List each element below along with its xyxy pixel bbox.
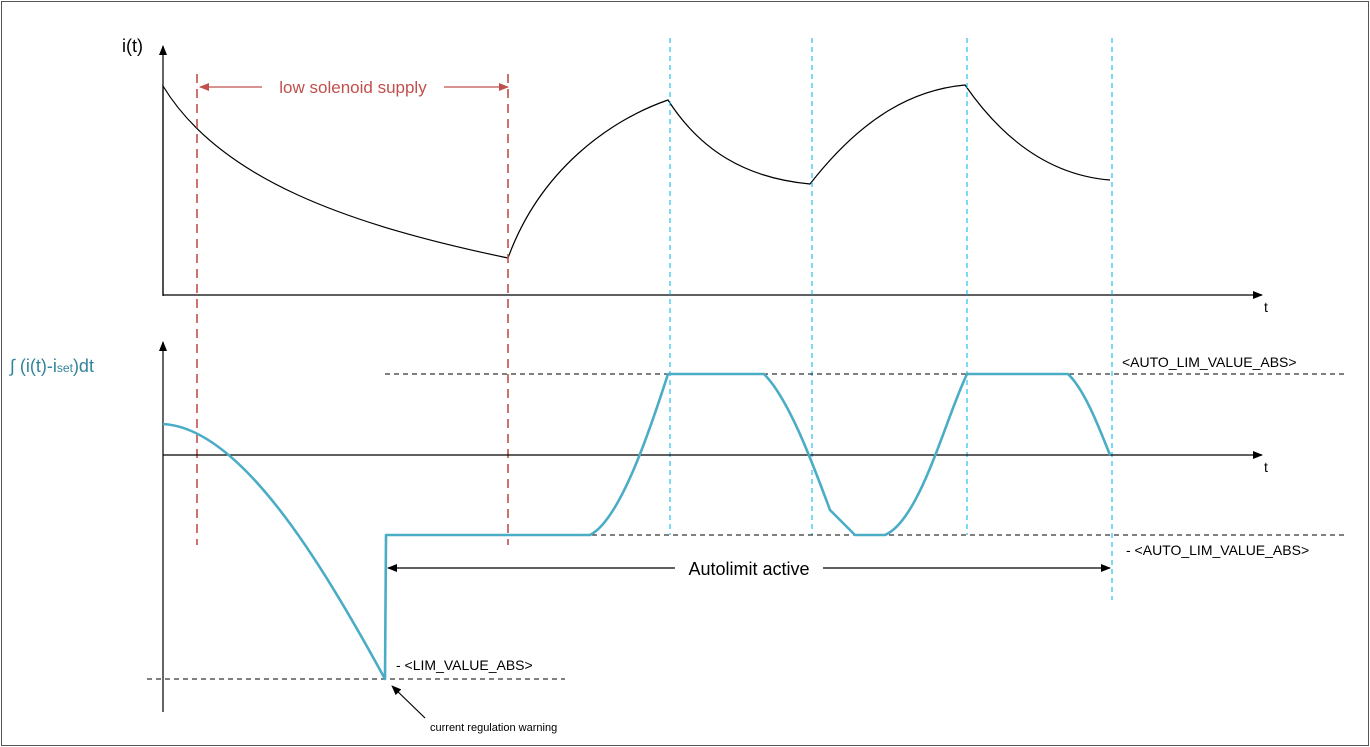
low-supply-label-bg (262, 75, 444, 99)
lim-value-label: - <LIM_VALUE_ABS> (396, 657, 533, 673)
top-panel: i(t) t low solenoid supply (122, 36, 1268, 315)
auto-lim-neg-label: - <AUTO_LIM_VALUE_ABS> (1126, 542, 1309, 558)
bottom-x-axis-label: t (1264, 459, 1268, 475)
top-y-axis-label: i(t) (122, 36, 143, 56)
bottom-y-axis-label: ∫ (i(t)-iset)dt (8, 356, 94, 376)
warning-pointer (391, 685, 426, 719)
integral-curve (162, 372, 1112, 681)
autolimit-active-label: Autolimit active (688, 559, 809, 579)
warning-label: current regulation warning (430, 722, 557, 734)
low-supply-label: low solenoid supply (279, 78, 427, 97)
top-x-axis-label: t (1264, 299, 1268, 315)
auto-lim-pos-label: <AUTO_LIM_VALUE_ABS> (1122, 354, 1297, 370)
current-curve (162, 83, 1111, 295)
autolimit-active-label-bg (675, 556, 823, 580)
bottom-panel: t ∫ (i(t)-iset)dt <AUTO_LIM_VALUE_ABS> -… (8, 341, 1348, 734)
